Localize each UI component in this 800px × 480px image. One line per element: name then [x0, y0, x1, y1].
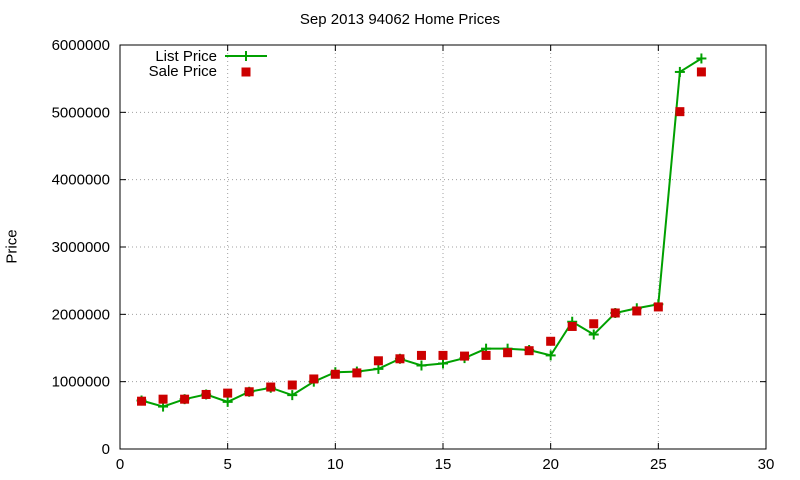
list-price-point: [696, 53, 707, 64]
y-tick-label: 0: [102, 441, 110, 458]
list-price-point: [438, 358, 448, 369]
chart-title: Sep 2013 94062 Home Prices: [299, 11, 501, 28]
y-tick-label: 6000000: [52, 37, 110, 54]
sale-price-point: [158, 394, 168, 404]
sale-price-point: [330, 369, 340, 379]
sale-price-point: [266, 382, 276, 392]
sale-price-point: [567, 321, 577, 331]
sale-price-point: [287, 380, 297, 390]
sale-price-point: [460, 351, 470, 361]
sale-price-point: [524, 346, 534, 356]
legend-label-sale-price: Sale Price: [149, 63, 217, 80]
x-tick-label: 25: [650, 456, 667, 473]
list-price-point: [588, 329, 599, 340]
legend-swatch-sale-point: [241, 67, 251, 77]
sale-price-point: [675, 107, 685, 117]
sale-price-point: [137, 396, 147, 406]
sale-price-point: [416, 350, 426, 360]
sale-price-point: [223, 388, 233, 398]
sale-price-point: [696, 67, 706, 77]
sale-price-point: [503, 348, 513, 358]
x-tick-label: 10: [327, 456, 344, 473]
sale-price-point: [653, 302, 663, 312]
y-tick-label: 1000000: [52, 374, 110, 391]
sale-price-point: [201, 389, 211, 399]
grid: [120, 45, 766, 449]
sale-price-point: [373, 356, 383, 366]
y-tick-label: 5000000: [52, 104, 110, 121]
sale-price-point: [610, 308, 620, 318]
sale-price-point: [438, 350, 448, 360]
list-price-point: [545, 350, 556, 361]
x-tick-label: 20: [542, 456, 559, 473]
legend-label-list-price: List Price: [155, 48, 217, 65]
axes: [119, 44, 767, 450]
list-price-point: [416, 360, 427, 371]
x-tick-label: 5: [223, 456, 231, 473]
x-tick-label: 15: [435, 456, 452, 473]
series: [136, 53, 707, 412]
list-price-point: [222, 396, 233, 407]
list-price-point: [287, 390, 298, 401]
sale-price-point: [395, 354, 405, 364]
plot-border: [119, 44, 767, 450]
tick-labels: 0 5 10 15 20 25 30 0 1000000 2000000 3000000 400000…: [52, 37, 775, 473]
y-tick-label: 3000000: [52, 239, 110, 256]
sale-price-point: [589, 319, 599, 329]
x-tick-label: 30: [758, 456, 775, 473]
sale-price-point: [546, 336, 556, 346]
sale-price-point: [244, 387, 254, 397]
x-tick-label: 0: [116, 456, 124, 473]
y-tick-label: 2000000: [52, 306, 110, 323]
sale-price-point: [481, 350, 491, 360]
y-tick-label: 4000000: [52, 172, 110, 189]
sale-price-point: [632, 306, 642, 316]
sale-price-point: [352, 368, 362, 378]
sale-price-point: [309, 374, 319, 384]
list-price-point: [674, 66, 685, 77]
sale-price-point: [180, 394, 190, 404]
list-price-point: [373, 363, 384, 374]
